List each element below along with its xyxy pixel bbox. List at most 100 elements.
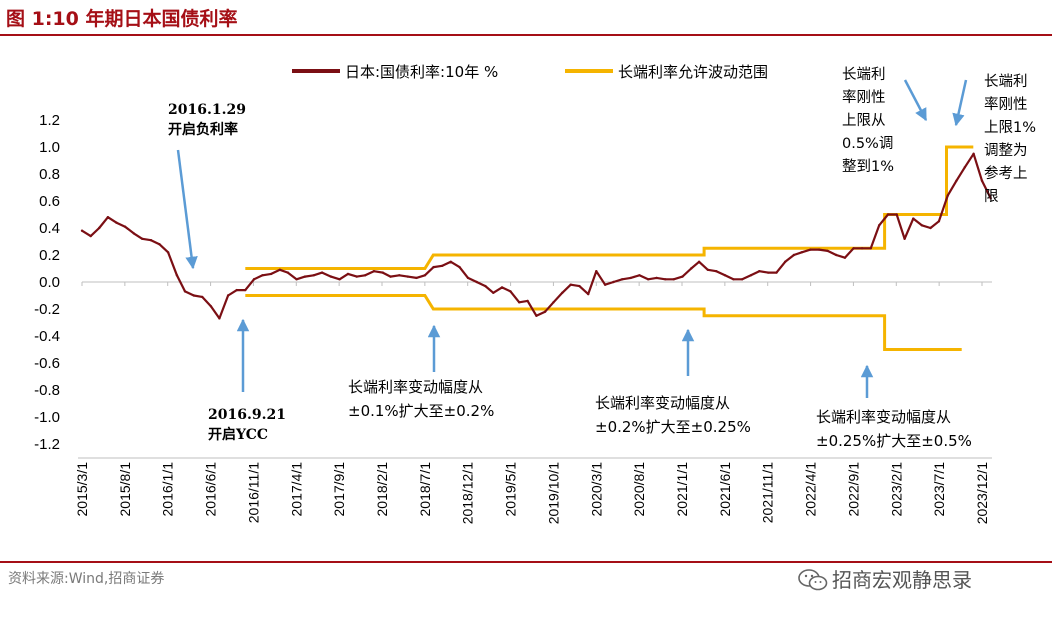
annotation-arrow-6 [952, 79, 968, 127]
annotation-5-line-3: 0.5%调 [842, 135, 893, 152]
yield-point-0 [80, 229, 84, 232]
yield-point-33 [364, 274, 367, 277]
yield-point-28 [320, 271, 324, 274]
source-note: 资料来源:Wind,招商证券 [8, 571, 165, 587]
yield-point-80 [766, 271, 770, 274]
chart: -1.2 -1.0 -0.8 -0.6 -0.4 -0.2 0.0 0.2 0.4 0.6 0.8 1… [34, 63, 1036, 524]
yield-point-5 [123, 225, 127, 228]
watermark: 招商宏观静思录 [798, 564, 972, 593]
x-tick-label-18: 2022/9/1 [845, 462, 861, 517]
yield-point-55 [552, 301, 555, 304]
yield-point-98 [920, 224, 923, 227]
annotation-arrow-5 [903, 79, 928, 122]
yield-point-91 [860, 247, 864, 250]
yield-point-14 [201, 295, 204, 299]
yield-point-71 [690, 267, 693, 270]
yield-point-66 [646, 278, 650, 281]
y-tick-label-8: 0.4 [39, 220, 60, 237]
annotation-0-line-0: 2016.1.29 [168, 102, 246, 118]
yield-point-59 [587, 292, 590, 296]
x-tick-label-5: 2017/4/1 [288, 462, 304, 517]
yield-point-32 [355, 275, 358, 278]
figure-title: 图 1:10 年期日本国债利率 [6, 8, 238, 30]
yield-point-94 [886, 213, 890, 216]
yield-point-23 [278, 268, 282, 271]
x-tick-label-0: 2015/3/1 [74, 462, 90, 517]
yield-point-88 [835, 253, 838, 257]
yield-point-56 [561, 291, 564, 294]
yield-point-62 [612, 280, 615, 284]
x-tick-label-8: 2018/7/1 [417, 462, 433, 517]
yield-point-78 [749, 274, 753, 277]
yield-point-20 [252, 278, 256, 281]
yield-point-29 [329, 275, 333, 278]
yield-point-90 [852, 247, 855, 250]
yield-point-37 [398, 274, 401, 277]
yield-point-45 [466, 276, 470, 280]
yield-point-51 [518, 301, 521, 304]
yield-point-92 [869, 247, 872, 250]
yield-point-10 [166, 251, 170, 254]
yield-point-58 [578, 284, 581, 288]
yield-point-64 [629, 276, 632, 280]
annotation-5-line-4: 整到1% [842, 158, 894, 175]
annotation-1-line-0: 2016.9.21 [208, 407, 286, 423]
x-tick-label-10: 2019/5/1 [503, 462, 519, 517]
y-tick-label-1: -1.0 [34, 409, 60, 426]
yield-point-93 [878, 224, 881, 227]
yield-point-15 [209, 305, 213, 308]
x-tick-label-11: 2019/10/1 [545, 462, 561, 524]
annotation-6-line-5: 限 [984, 188, 999, 205]
yield-point-35 [381, 271, 384, 274]
yield-point-19 [244, 288, 247, 292]
yield-point-21 [261, 274, 264, 277]
yield-point-105 [980, 179, 984, 182]
legend-label-yield: 日本:国债利率:10年 % [345, 63, 498, 81]
yield-point-57 [569, 283, 572, 286]
yield-point-36 [389, 275, 392, 278]
yield-point-60 [595, 270, 598, 273]
yield-point-85 [809, 248, 812, 251]
yield-point-96 [903, 237, 906, 240]
annotation-3-line-1: ±0.2%扩大至±0.25% [595, 418, 751, 436]
x-tick-label-13: 2020/8/1 [631, 462, 647, 517]
annotation-5-line-2: 上限从 [842, 112, 886, 129]
yield-point-65 [638, 274, 641, 277]
yield-point-7 [141, 237, 144, 240]
annotation-6-line-0: 长端利 [984, 73, 1028, 90]
x-tick-label-14: 2021/1/1 [674, 462, 690, 517]
yield-line [81, 152, 992, 320]
yield-point-101 [946, 194, 949, 197]
yield-point-106 [989, 197, 992, 200]
annotation-arrow-0 [176, 149, 198, 270]
y-tick-label-2: -0.8 [34, 382, 60, 399]
annotation-2-line-1: ±0.1%扩大至±0.2% [348, 402, 494, 420]
yield-point-86 [817, 248, 821, 251]
x-tick-label-9: 2018/12/1 [460, 462, 476, 524]
x-tick-label-21: 2023/12/1 [974, 462, 990, 524]
yield-point-68 [664, 278, 667, 281]
annotation-1-line-1: 开启YCC [208, 426, 268, 443]
y-tick-label-4: -0.4 [34, 328, 60, 345]
yield-point-22 [270, 272, 273, 276]
annotation-4-line-0: 长端利率变动幅度从 [816, 408, 951, 426]
yield-point-73 [706, 268, 709, 271]
yield-point-103 [963, 166, 966, 169]
x-tick-label-15: 2021/6/1 [717, 462, 733, 517]
x-tick-label-20: 2023/7/1 [931, 462, 947, 517]
band-lower-line [245, 294, 962, 351]
annotation-5-line-1: 率刚性 [842, 89, 886, 106]
x-tick-label-1: 2015/8/1 [117, 462, 133, 517]
yield-point-67 [655, 276, 658, 280]
yield-point-11 [175, 274, 179, 277]
yield-point-39 [415, 276, 418, 280]
yield-point-3 [106, 216, 110, 219]
yield-point-43 [449, 260, 452, 263]
yield-point-95 [895, 213, 898, 216]
yield-point-6 [132, 232, 135, 235]
annotation-6-line-4: 参考上 [984, 165, 1028, 182]
yield-point-9 [158, 243, 161, 246]
annotation-6-line-3: 调整为 [984, 142, 1028, 159]
source-rule [0, 561, 1052, 563]
yield-point-2 [98, 226, 101, 230]
